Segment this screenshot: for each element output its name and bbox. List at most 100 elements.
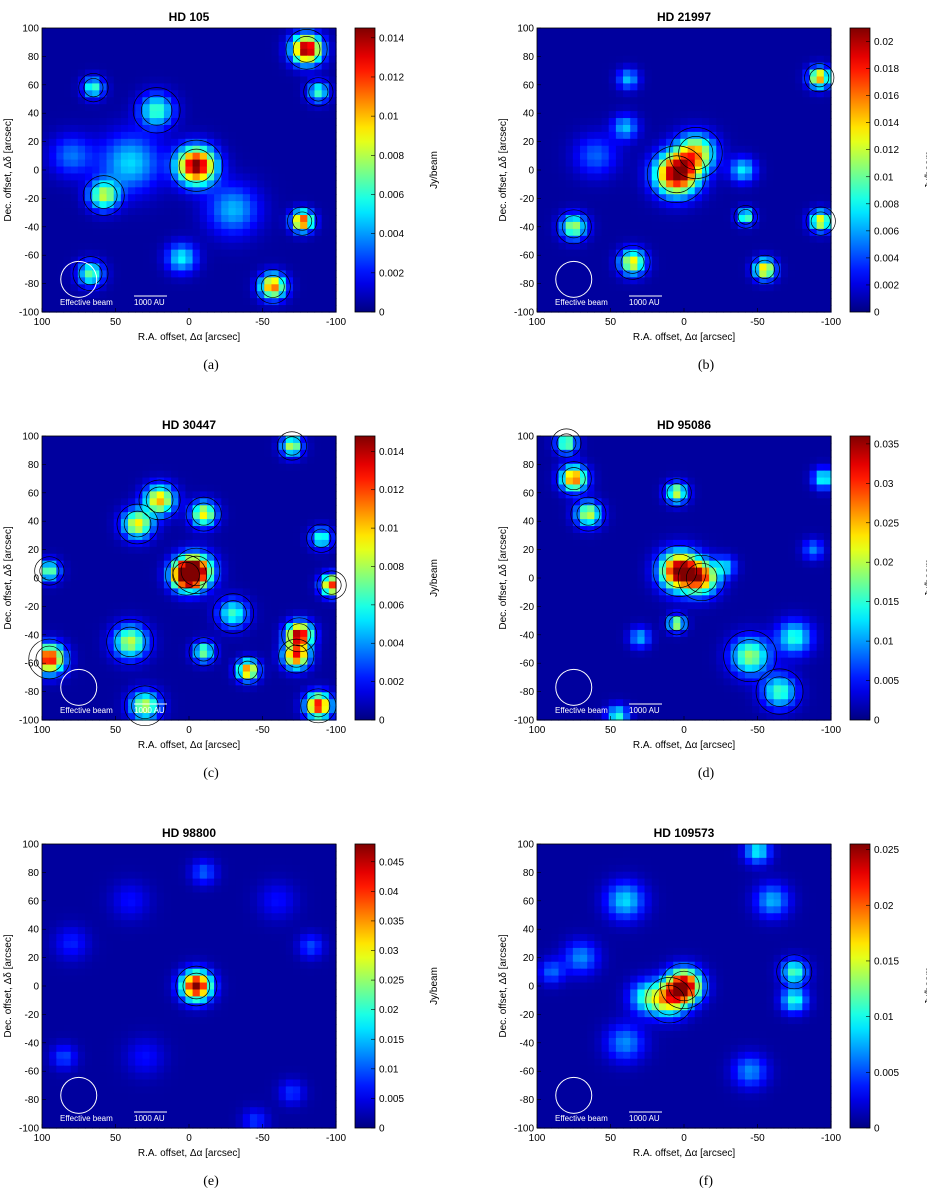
y-tick-label: 60 xyxy=(523,488,535,499)
contour-line xyxy=(123,685,166,727)
colorbar xyxy=(354,843,376,1129)
y-tick-label: -100 xyxy=(514,1124,534,1135)
colorbar-tick-label: 0.002 xyxy=(379,677,404,688)
y-tick-label: -40 xyxy=(520,630,535,641)
heatmap-image xyxy=(42,28,337,313)
panel-caption: (f) xyxy=(699,1174,713,1189)
contour-line xyxy=(212,593,255,634)
contour-line xyxy=(287,623,312,647)
chart-panel-5: Effective beam 1000 AU HD 98800 100 50 0 -50 -1… xyxy=(3,826,440,1189)
y-tick-label: 60 xyxy=(28,488,40,499)
colorbar-tick-label: 0.002 xyxy=(874,280,899,291)
contour-line xyxy=(646,145,707,204)
y-tick-label: -20 xyxy=(25,194,40,205)
y-tick-label: -60 xyxy=(520,1067,535,1078)
heatmap-image xyxy=(537,436,832,721)
y-tick-label: -100 xyxy=(514,308,534,319)
chart-panel-2: Effective beam 1000 AU HD 21997 100 50 0 -50 -1… xyxy=(498,10,927,373)
contour-line xyxy=(677,554,726,602)
contour-line xyxy=(754,259,775,279)
colorbar-tick-label: 0 xyxy=(874,1124,880,1135)
y-tick-label: -100 xyxy=(514,716,534,727)
contour-line xyxy=(561,467,586,491)
effective-beam-label: Effective beam xyxy=(60,298,113,307)
x-tick-label: -100 xyxy=(821,1133,841,1144)
colorbar-tick-label: 0.008 xyxy=(379,151,404,162)
y-tick-label: 100 xyxy=(22,840,39,851)
x-axis-label: R.A. offset, Δα [arcsec] xyxy=(633,740,736,751)
effective-beam-label: Effective beam xyxy=(555,298,608,307)
y-tick-label: -60 xyxy=(25,251,40,262)
y-tick-label: 100 xyxy=(517,840,534,851)
y-tick-label: -80 xyxy=(520,279,535,290)
contour-line xyxy=(260,274,285,298)
colorbar-label: Jy/beam xyxy=(924,967,927,1005)
colorbar-tick-label: 0 xyxy=(874,716,880,727)
y-tick-label: -60 xyxy=(25,1067,40,1078)
contour-line xyxy=(180,555,213,587)
x-tick-label: 50 xyxy=(605,725,617,736)
scale-bar-label: 1000 AU xyxy=(134,706,165,715)
y-tick-label: -40 xyxy=(520,222,535,233)
contour-line xyxy=(303,77,334,107)
contour-line xyxy=(276,431,307,461)
contour-line xyxy=(678,136,714,170)
y-tick-label: 40 xyxy=(523,517,535,528)
colorbar-tick-label: 0.008 xyxy=(379,562,404,573)
colorbar-tick-label: 0.01 xyxy=(874,172,894,183)
scale-bar-label: 1000 AU xyxy=(134,1114,165,1123)
colorbar-label: Jy/beam xyxy=(429,967,440,1005)
contour-line xyxy=(116,503,159,545)
chart-title: HD 21997 xyxy=(657,10,711,24)
effective-beam-circle xyxy=(60,260,98,298)
contour-line xyxy=(34,556,65,586)
colorbar-tick-label: 0.02 xyxy=(874,901,894,912)
contour-line xyxy=(316,570,347,600)
contour-line xyxy=(138,479,181,521)
contour-line xyxy=(723,630,778,683)
colorbar xyxy=(354,435,376,721)
contour-line xyxy=(555,461,592,496)
x-axis-label: R.A. offset, Δα [arcsec] xyxy=(633,332,736,343)
x-tick-label: -50 xyxy=(750,1133,765,1144)
y-axis-label: Dec. offset, Δδ [arcsec] xyxy=(3,118,14,221)
contour-line xyxy=(284,644,309,668)
x-tick-label: 100 xyxy=(529,317,546,328)
y-tick-label: 40 xyxy=(523,109,535,120)
colorbar-tick-label: 0.004 xyxy=(379,229,404,240)
colorbar-tick-label: 0.01 xyxy=(874,1012,894,1023)
scale-bar-label: 1000 AU xyxy=(629,298,660,307)
x-tick-label: -100 xyxy=(326,317,346,328)
colorbar-tick-label: 0.004 xyxy=(379,639,404,650)
colorbar-tick-label: 0.005 xyxy=(379,1094,404,1105)
colorbar-tick-label: 0.016 xyxy=(874,91,899,102)
contour-line xyxy=(281,617,318,653)
effective-beam-label: Effective beam xyxy=(60,1114,113,1123)
y-tick-label: 80 xyxy=(523,52,535,63)
colorbar-tick-label: 0.01 xyxy=(379,112,399,123)
contour-line xyxy=(666,483,687,503)
contour-line xyxy=(556,433,577,453)
contour-line xyxy=(182,972,211,1000)
chart-panel-1: Effective beam 1000 AU HD 105 100 50 0 -50 -100… xyxy=(3,10,440,373)
contour-line xyxy=(285,29,328,70)
contour-line xyxy=(254,269,291,304)
y-tick-label: 40 xyxy=(28,925,40,936)
y-axis-label: Dec. offset, Δδ [arcsec] xyxy=(498,934,509,1037)
y-tick-label: -80 xyxy=(520,687,535,698)
y-tick-label: 60 xyxy=(28,896,40,907)
y-tick-label: -40 xyxy=(25,1038,40,1049)
chart-title: HD 95086 xyxy=(657,418,711,432)
effective-beam-circle xyxy=(555,260,593,298)
chart-panel-6: Effective beam 1000 AU HD 109573 100 50 0 -50 -… xyxy=(498,826,927,1189)
x-axis-label: R.A. offset, Δα [arcsec] xyxy=(633,1148,736,1159)
y-tick-label: 60 xyxy=(523,80,535,91)
x-tick-label: 50 xyxy=(605,317,617,328)
contour-line xyxy=(576,502,601,526)
y-axis-label: Dec. offset, Δδ [arcsec] xyxy=(498,118,509,221)
y-tick-label: 0 xyxy=(528,574,534,585)
x-tick-label: 0 xyxy=(186,1133,192,1144)
x-tick-label: -50 xyxy=(750,317,765,328)
colorbar-tick-label: 0.005 xyxy=(874,676,899,687)
